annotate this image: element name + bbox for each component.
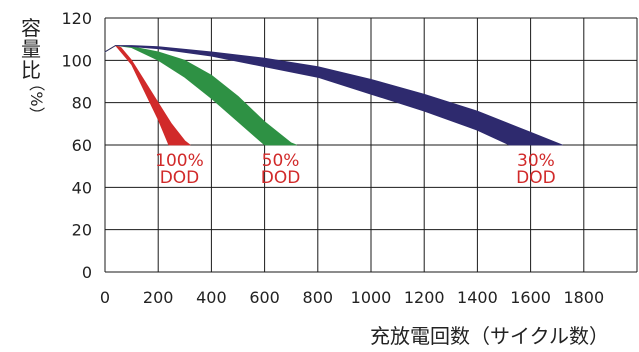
x-axis-title: 充放電回数（サイクル数）: [370, 324, 609, 348]
x-tick-200: 200: [143, 288, 174, 307]
x-tick-600: 600: [249, 288, 280, 307]
x-tick-1000: 1000: [351, 288, 392, 307]
x-tick-1600: 1600: [510, 288, 551, 307]
y-tick-20: 20: [72, 221, 92, 240]
y-tick-0: 0: [82, 263, 92, 282]
y-tick-60: 60: [72, 136, 92, 155]
label-dod100-line-2: DOD: [160, 168, 200, 188]
y-axis-title-unit: （%）: [27, 75, 46, 122]
y-tick-labels: 0 20 40 60 80 100 120: [61, 9, 92, 282]
x-tick-1400: 1400: [457, 288, 498, 307]
label-dod50-line-2: DOD: [261, 168, 301, 188]
y-tick-100: 100: [61, 51, 92, 70]
x-tick-1200: 1200: [404, 288, 445, 307]
y-tick-40: 40: [72, 178, 92, 197]
band-dod30: [104, 45, 563, 146]
label-dod30-line-2: DOD: [516, 168, 556, 188]
y-tick-80: 80: [72, 94, 92, 113]
band-dod100: [104, 45, 191, 146]
y-axis-title-char-2: 量: [21, 37, 41, 61]
label-dod30-line-1: 30%: [517, 151, 555, 171]
label-dod100-line-1: 100%: [155, 151, 204, 171]
x-tick-400: 400: [196, 288, 227, 307]
x-tick-0: 0: [100, 288, 110, 307]
band-dod50: [104, 45, 297, 146]
y-axis-title: 容 量 比 （%）: [21, 16, 46, 123]
y-axis-title-char-1: 容: [21, 16, 41, 40]
y-tick-120: 120: [61, 9, 92, 28]
x-tick-800: 800: [303, 288, 334, 307]
x-tick-labels: 0 200 400 600 800 1000 1200 1400 1600 1800: [100, 288, 604, 307]
y-axis-title-char-3: 比: [21, 58, 41, 82]
x-tick-1800: 1800: [563, 288, 604, 307]
dod-bands: [104, 45, 563, 146]
label-dod50-line-1: 50%: [262, 151, 300, 171]
